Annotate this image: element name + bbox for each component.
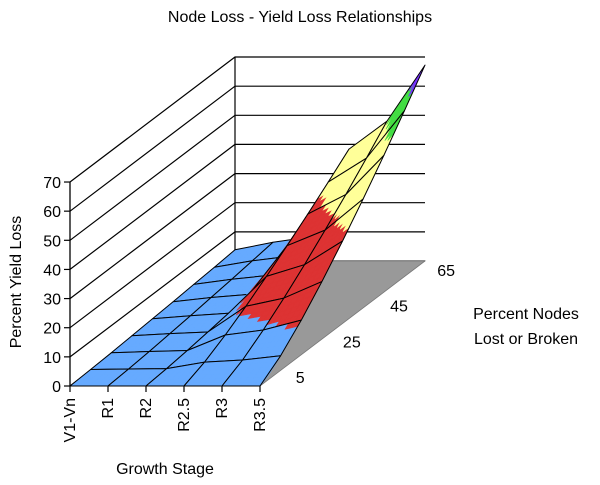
surface-cell: [148, 331, 209, 352]
surface-cell: [89, 351, 151, 370]
z-tick-label: 10: [43, 350, 61, 367]
surface-cell: [327, 120, 388, 183]
x-tick-label: V1-Vn: [62, 398, 79, 442]
z-tick-label: 30: [43, 292, 61, 309]
z-axis-label: Percent Yield Loss: [8, 216, 25, 349]
surface-cell: [304, 198, 364, 266]
y-axis-tick-labels: 5 25 45 65: [296, 263, 455, 387]
grid-line: [69, 56, 425, 183]
x-axis-label: Growth Stage: [116, 461, 214, 478]
yield-loss-surface: [69, 64, 426, 387]
chart-title: Node Loss - Yield Loss Relationships: [168, 9, 432, 26]
surface-cell: [221, 355, 282, 387]
y-tick-label: 65: [437, 263, 455, 280]
x-tick-label: R2: [138, 398, 155, 419]
x-tick-label: R3: [214, 398, 231, 419]
surface-cell: [189, 293, 250, 317]
surface-cell: [241, 319, 302, 361]
surface-cell: [107, 368, 168, 387]
z-tick-label: 40: [43, 262, 61, 279]
surface-cell: [283, 240, 344, 299]
surface-cell: [324, 155, 385, 231]
y-axis-label-line-1: Percent Nodes: [473, 306, 579, 323]
surface-cell: [69, 368, 130, 387]
x-tick-label: R3.5: [252, 398, 269, 432]
surface-cell: [345, 110, 405, 196]
z-tick-label: 0: [52, 379, 61, 396]
z-tick-label: 50: [43, 233, 61, 250]
surface-cell: [365, 64, 426, 159]
y-tick-label: 5: [296, 370, 305, 387]
x-tick-label: R1: [100, 398, 117, 419]
x-axis-tick-labels: V1-Vn R1 R2 R2.5 R3 R3.5: [62, 386, 269, 442]
y-axis-label-line-2: Lost or Broken: [474, 331, 578, 348]
surface-cell: [131, 315, 192, 337]
surface-cell: [262, 280, 323, 331]
surface-cell: [306, 157, 367, 215]
z-tick-label: 20: [43, 321, 61, 338]
z-axis: 0 10 20 30 40 50 60 70: [43, 175, 71, 396]
x-tick-label: R2.5: [176, 398, 193, 432]
surface-cell: [186, 305, 247, 351]
y-tick-label: 25: [343, 334, 361, 351]
y-tick-label: 45: [390, 299, 408, 316]
z-tick-label: 60: [43, 204, 61, 221]
z-tick-label: 70: [43, 175, 61, 192]
surface-cell: [265, 229, 326, 277]
surface-cell: [165, 334, 227, 370]
surface-grid-cell: [221, 355, 282, 387]
back-wall-panel: [235, 57, 425, 261]
